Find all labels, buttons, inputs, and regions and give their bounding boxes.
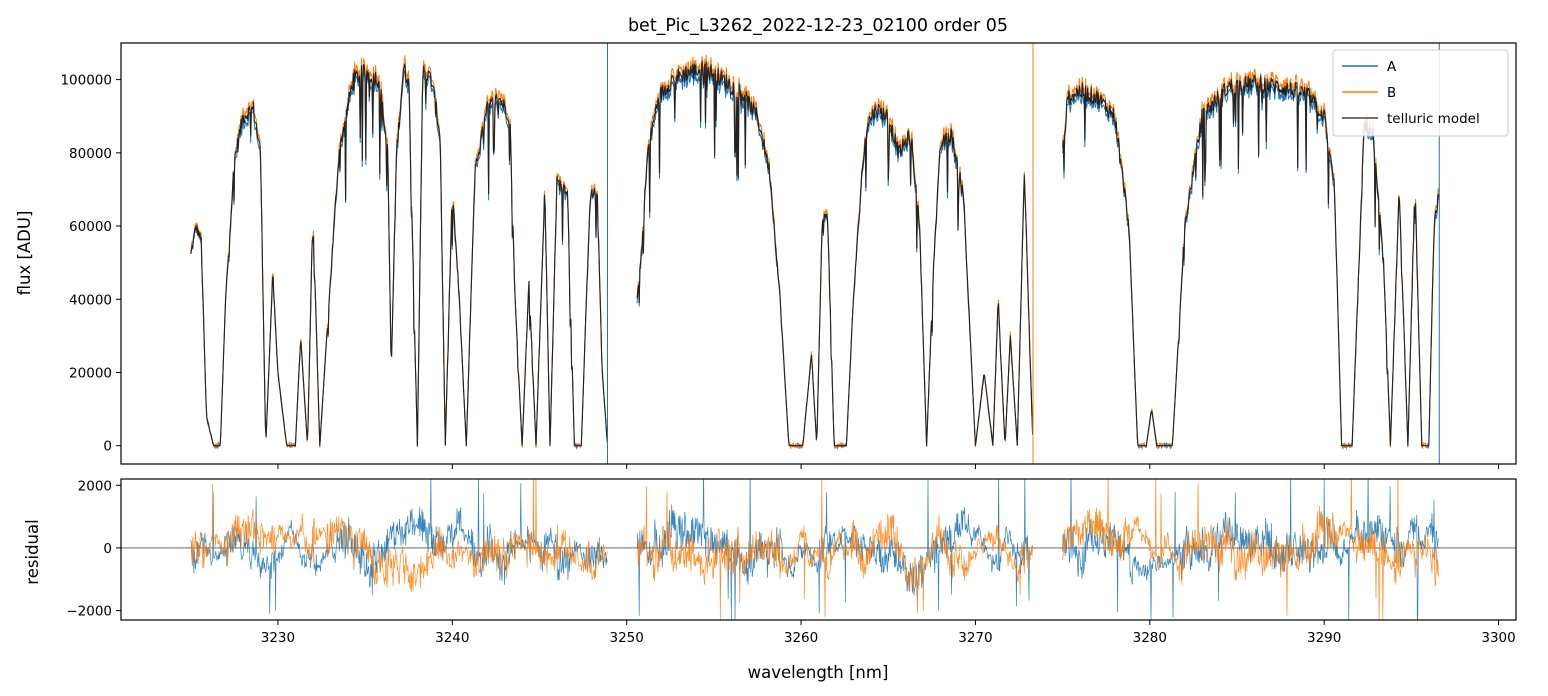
legend-label-model: telluric model: [1387, 111, 1480, 127]
y-tick-label: 0: [103, 541, 112, 557]
telluric-model-line: [636, 60, 1034, 447]
flux-axes-frame: [120, 42, 1517, 465]
flux-y-axis-label: flux [ADU]: [15, 211, 34, 296]
flux-x-ticks: [277, 464, 1500, 469]
legend-box: [1332, 49, 1509, 137]
legend-label-a: A: [1387, 59, 1397, 75]
y-tick-label: 2000: [78, 478, 112, 494]
x-tick-label: 3260: [784, 630, 818, 646]
x-tick-label: 3250: [610, 630, 644, 646]
residual-y-axis-label: residual: [23, 519, 42, 584]
residual-line: [1062, 479, 1440, 620]
y-tick-label: 20000: [69, 365, 112, 381]
y-tick-label: −2000: [66, 604, 112, 620]
telluric-model-line: [190, 63, 608, 447]
flux-panel: 0 20000 40000 60000 80000 100000 flux [ADU] A…: [15, 42, 1517, 469]
x-tick-label: 3290: [1307, 630, 1341, 646]
residual-line: [1062, 479, 1440, 620]
residual-x-ticks: 3230 3240 3250 3260 3270 3280 3290 3300: [261, 620, 1516, 646]
legend-label-b: B: [1387, 85, 1396, 101]
residual-line: [636, 479, 1033, 620]
y-tick-label: 40000: [69, 292, 112, 308]
x-tick-label: 3240: [435, 630, 469, 646]
residual-plot-area: [121, 479, 1516, 620]
residual-axes-frame: [120, 478, 1517, 621]
y-tick-label: 0: [103, 439, 112, 455]
legend: A B telluric model: [1332, 49, 1509, 137]
y-tick-label: 60000: [69, 219, 112, 235]
x-axis-label: wavelength [nm]: [748, 663, 889, 682]
x-tick-label: 3230: [261, 630, 295, 646]
x-tick-label: 3300: [1481, 630, 1515, 646]
flux-y-ticks: 0 20000 40000 60000 80000 100000: [60, 73, 121, 455]
x-tick-label: 3270: [958, 630, 992, 646]
residual-line: [636, 479, 1033, 620]
flux-plot-area: [190, 43, 1440, 464]
telluric-model-line: [1062, 74, 1440, 447]
residual-y-ticks: −2000 0 2000: [66, 478, 121, 620]
residual-line: [190, 479, 608, 592]
y-tick-label: 80000: [69, 146, 112, 162]
chart-title: bet_Pic_L3262_2022-12-23_02100 order 05: [628, 16, 1008, 36]
x-tick-label: 3280: [1133, 630, 1167, 646]
y-tick-label: 100000: [60, 73, 112, 89]
residual-line: [190, 479, 608, 614]
